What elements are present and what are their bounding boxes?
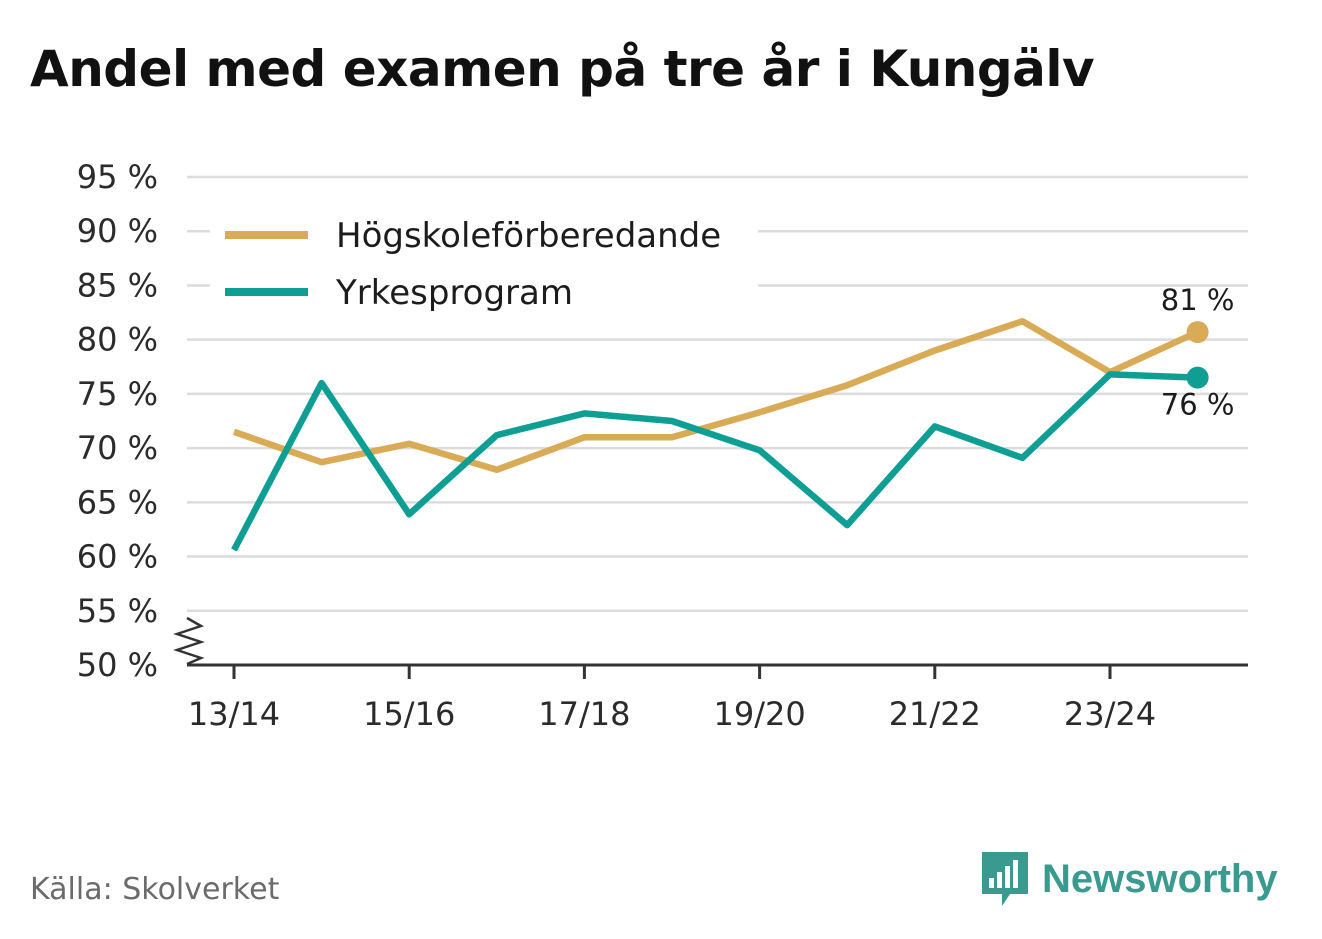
- x-tick-label: 17/18: [538, 695, 630, 733]
- series: 81 % 76 %: [231, 283, 1235, 552]
- x-tick-label: 13/14: [188, 695, 280, 733]
- newsworthy-icon: [982, 852, 1028, 906]
- axis-break-mark: [173, 616, 205, 666]
- end-marker: [1186, 366, 1209, 389]
- x-tick-label: 23/24: [1064, 695, 1156, 733]
- y-tick-label: 85 %: [77, 266, 158, 304]
- end-marker: [1186, 321, 1209, 344]
- legend-label: Yrkesprogram: [335, 273, 573, 313]
- end-value-label: 76 %: [1161, 388, 1235, 422]
- y-tick-label: 60 %: [77, 538, 158, 576]
- x-tick-label: 15/16: [363, 695, 455, 733]
- brand-logo: Newsworthy: [980, 850, 1278, 908]
- source-note: Källa: Skolverket: [30, 872, 280, 907]
- y-tick-label: 50 %: [77, 646, 158, 684]
- legend-background: [210, 200, 758, 328]
- chart-title: Andel med examen på tre år i Kungälv: [30, 40, 1095, 98]
- y-tick-label: 95 %: [77, 158, 158, 196]
- series-line: [231, 371, 1198, 552]
- end-value-label: 81 %: [1161, 283, 1235, 317]
- y-tick-label: 90 %: [77, 212, 158, 250]
- y-axis: 50 % 55 % 60 % 65 % 70 % 75 % 80 % 85 % 90 % 95 %: [77, 158, 205, 684]
- x-tick-label: 21/22: [889, 695, 981, 733]
- y-tick-label: 65 %: [77, 483, 158, 521]
- y-tick-label: 55 %: [77, 592, 158, 630]
- x-tick-label: 19/20: [713, 695, 805, 733]
- brand-name: Newsworthy: [1042, 856, 1278, 901]
- y-tick-label: 80 %: [77, 321, 158, 359]
- x-axis: 13/14 15/16 17/18 19/20 21/22 23/24: [187, 663, 1248, 733]
- y-tick-label: 75 %: [77, 375, 158, 413]
- legend: Högskoleförberedande Yrkesprogram: [210, 200, 758, 328]
- legend-label: Högskoleförberedande: [336, 216, 721, 256]
- y-tick-label: 70 %: [77, 429, 158, 467]
- series-line: [232, 317, 1199, 474]
